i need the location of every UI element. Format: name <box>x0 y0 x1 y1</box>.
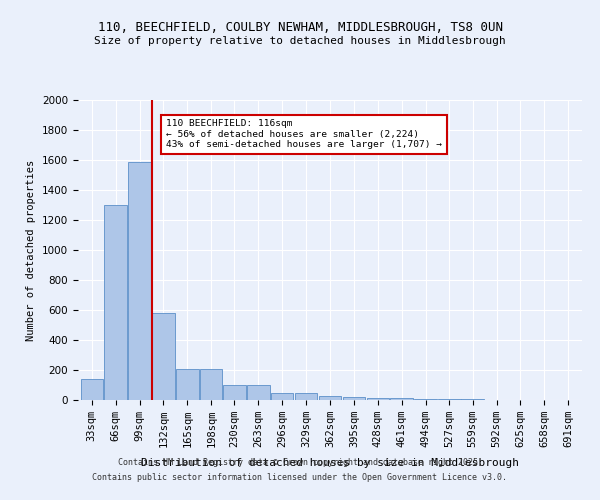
Bar <box>104 205 127 400</box>
X-axis label: Distribution of detached houses by size in Middlesbrough: Distribution of detached houses by size … <box>141 458 519 468</box>
Bar <box>415 398 437 400</box>
Bar <box>367 398 389 400</box>
Bar <box>128 162 151 400</box>
Bar <box>438 399 461 400</box>
Bar <box>271 392 293 400</box>
Text: Contains HM Land Registry data © Crown copyright and database right 2025.: Contains HM Land Registry data © Crown c… <box>118 458 482 467</box>
Bar <box>176 368 199 400</box>
Bar <box>343 397 365 400</box>
Text: 110, BEECHFIELD, COULBY NEWHAM, MIDDLESBROUGH, TS8 0UN: 110, BEECHFIELD, COULBY NEWHAM, MIDDLESB… <box>97 21 503 34</box>
Bar <box>295 392 317 400</box>
Bar <box>319 396 341 400</box>
Bar <box>152 313 175 400</box>
Text: Size of property relative to detached houses in Middlesbrough: Size of property relative to detached ho… <box>94 36 506 46</box>
Bar <box>223 385 245 400</box>
Text: 110 BEECHFIELD: 116sqm
← 56% of detached houses are smaller (2,224)
43% of semi-: 110 BEECHFIELD: 116sqm ← 56% of detached… <box>166 120 442 150</box>
Bar <box>247 385 269 400</box>
Bar <box>80 379 103 400</box>
Bar <box>391 398 413 400</box>
Bar <box>200 368 223 400</box>
Text: Contains public sector information licensed under the Open Government Licence v3: Contains public sector information licen… <box>92 473 508 482</box>
Bar <box>461 399 484 400</box>
Y-axis label: Number of detached properties: Number of detached properties <box>26 160 37 340</box>
